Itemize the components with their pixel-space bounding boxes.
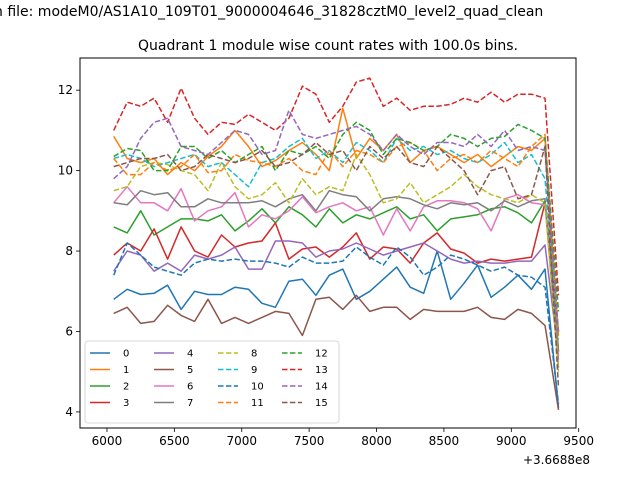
legend-label-11: 11 xyxy=(251,398,264,409)
x-axis: 6000 6500 7000 7500 8000 8500 9000 9500 xyxy=(92,428,594,448)
y-tick-label: 10 xyxy=(58,164,73,178)
legend-label-5: 5 xyxy=(187,365,193,376)
series-line-5 xyxy=(113,294,560,411)
legend-label-1: 1 xyxy=(123,365,129,376)
x-tick-label: 9500 xyxy=(563,434,594,448)
legend-label-12: 12 xyxy=(315,349,328,360)
x-tick-label: 7000 xyxy=(226,434,257,448)
legend-label-13: 13 xyxy=(315,365,328,376)
legend-label-2: 2 xyxy=(123,382,129,393)
series-line-4 xyxy=(113,240,560,356)
x-tick-label: 9000 xyxy=(496,434,527,448)
legend-label-9: 9 xyxy=(251,365,257,376)
x-tick-label: 6000 xyxy=(92,434,123,448)
figure-suptitle: n file: modeM0/AS1A10_109T01_9000004646_… xyxy=(0,4,543,20)
x-tick-label: 8500 xyxy=(429,434,460,448)
series-line-3 xyxy=(113,202,560,332)
series-line-14 xyxy=(113,109,560,332)
series-line-10 xyxy=(113,242,560,404)
series-line-15 xyxy=(113,141,560,388)
series-line-1 xyxy=(113,107,560,352)
series-line-11 xyxy=(113,133,560,336)
legend-label-7: 7 xyxy=(187,398,193,409)
series-line-8 xyxy=(113,153,560,372)
x-tick-label: 6500 xyxy=(159,434,190,448)
legend-label-0: 0 xyxy=(123,349,129,360)
x-tick-label: 8000 xyxy=(361,434,392,448)
legend-box xyxy=(84,340,340,424)
series-line-13 xyxy=(113,77,560,296)
series-line-6 xyxy=(113,185,560,360)
y-tick-label: 4 xyxy=(65,405,73,419)
plot-area xyxy=(113,77,560,411)
axes-frame xyxy=(79,57,577,429)
x-axis-offset-label: +3.6688e8 xyxy=(523,453,590,467)
legend-label-4: 4 xyxy=(187,349,193,360)
series-line-12 xyxy=(113,121,560,312)
legend-label-10: 10 xyxy=(251,382,264,393)
y-axis: 4 6 8 10 12 xyxy=(58,83,80,419)
legend-label-8: 8 xyxy=(251,349,257,360)
y-tick-label: 6 xyxy=(65,324,73,338)
series-line-0 xyxy=(113,250,560,408)
chart-title: Quadrant 1 module wise count rates with … xyxy=(138,38,518,54)
y-tick-label: 12 xyxy=(58,83,73,97)
y-tick-label: 8 xyxy=(65,244,73,258)
legend-label-15: 15 xyxy=(315,398,328,409)
legend-label-14: 14 xyxy=(315,382,328,393)
legend-label-6: 6 xyxy=(187,382,193,393)
series-line-2 xyxy=(113,200,560,352)
series-line-9 xyxy=(113,137,560,340)
x-tick-label: 7500 xyxy=(294,434,325,448)
series-line-7 xyxy=(113,189,560,368)
legend-label-3: 3 xyxy=(123,398,129,409)
